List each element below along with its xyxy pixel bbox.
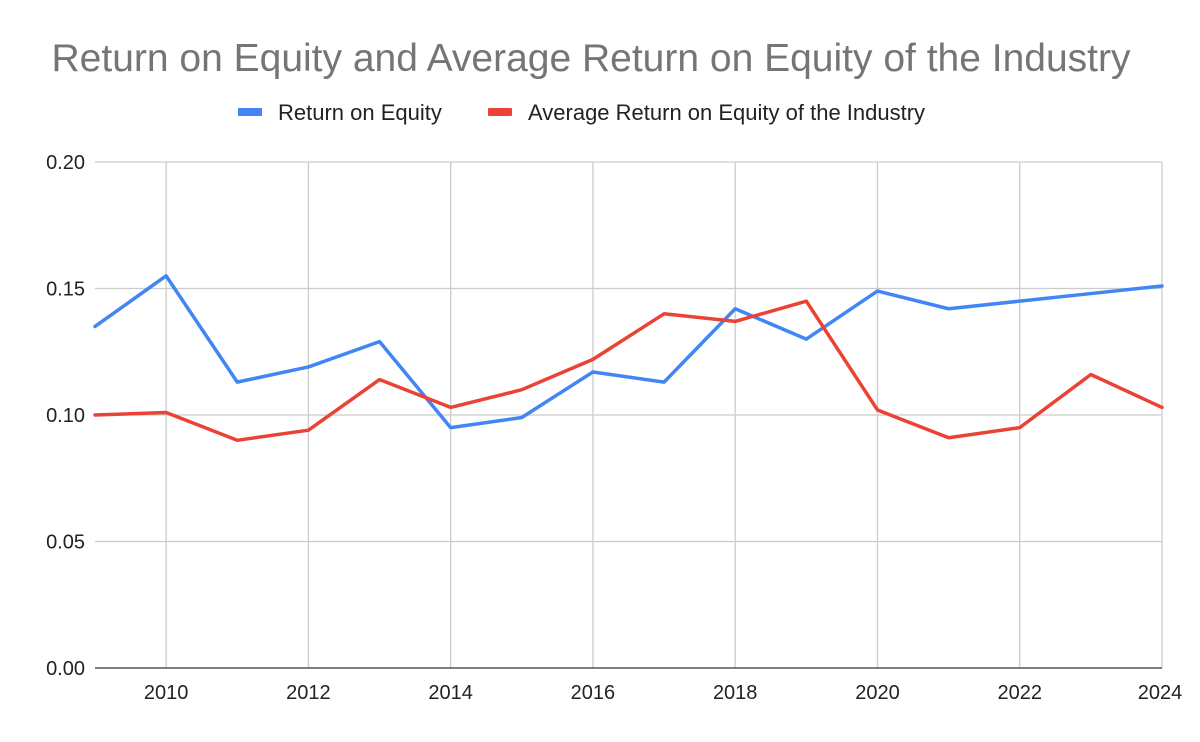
data-point (947, 307, 951, 311)
data-point (1160, 284, 1164, 288)
data-point (306, 428, 310, 432)
data-point (591, 370, 595, 374)
legend-label: Average Return on Equity of the Industry (528, 100, 925, 125)
data-point (1160, 405, 1164, 409)
x-tick-label: 2020 (855, 682, 900, 704)
data-point (1018, 426, 1022, 430)
y-tick-label: 0.20 (46, 152, 85, 174)
data-point (235, 438, 239, 442)
y-axis-tick-labels: 0.00 0.05 0.10 0.15 0.20 (46, 152, 85, 680)
x-tick-label: 2016 (571, 682, 616, 704)
series-line (93, 274, 1164, 430)
data-point (733, 307, 737, 311)
data-point (93, 324, 97, 328)
y-tick-label: 0.15 (46, 279, 85, 301)
legend-item[interactable]: Return on Equity (238, 100, 442, 125)
y-tick-label: 0.05 (46, 532, 85, 554)
data-point (662, 312, 666, 316)
data-point (164, 274, 168, 278)
series-line (93, 299, 1164, 443)
data-point (1089, 373, 1093, 377)
data-point (520, 388, 524, 392)
series-lines (93, 274, 1164, 443)
data-point (662, 380, 666, 384)
legend-item[interactable]: Average Return on Equity of the Industry (488, 100, 925, 125)
data-point (378, 378, 382, 382)
data-point (804, 299, 808, 303)
data-point (733, 319, 737, 323)
data-point (449, 405, 453, 409)
x-tick-label: 2022 (997, 682, 1042, 704)
data-point (164, 410, 168, 414)
data-point (520, 416, 524, 420)
chart-title: Return on Equity and Average Return on E… (52, 37, 1131, 80)
series-0 (93, 274, 1164, 430)
data-point (449, 426, 453, 430)
data-point (378, 340, 382, 344)
x-axis-tick-labels: 2010 2012 2014 2016 2018 2020 2022 2024 (144, 682, 1182, 704)
legend-swatch (238, 108, 262, 116)
data-point (947, 436, 951, 440)
legend-label: Return on Equity (278, 100, 442, 125)
y-tick-label: 0.00 (46, 658, 85, 680)
data-point (875, 408, 879, 412)
data-point (1018, 299, 1022, 303)
x-tick-label: 2014 (428, 682, 473, 704)
series-1 (93, 299, 1164, 443)
data-point (804, 337, 808, 341)
x-tick-label: 2010 (144, 682, 189, 704)
data-point (1089, 292, 1093, 296)
x-tick-label: 2012 (286, 682, 331, 704)
legend: Return on Equity Average Return on Equity… (238, 100, 925, 125)
data-point (93, 413, 97, 417)
y-tick-label: 0.10 (46, 405, 85, 427)
legend-swatch (488, 108, 512, 116)
y-gridlines (95, 161, 1162, 543)
data-point (875, 289, 879, 293)
x-tick-label: 2018 (713, 682, 758, 704)
x-tick-label: 2024 (1138, 682, 1183, 704)
data-point (306, 365, 310, 369)
data-point (591, 357, 595, 361)
data-point (235, 380, 239, 384)
